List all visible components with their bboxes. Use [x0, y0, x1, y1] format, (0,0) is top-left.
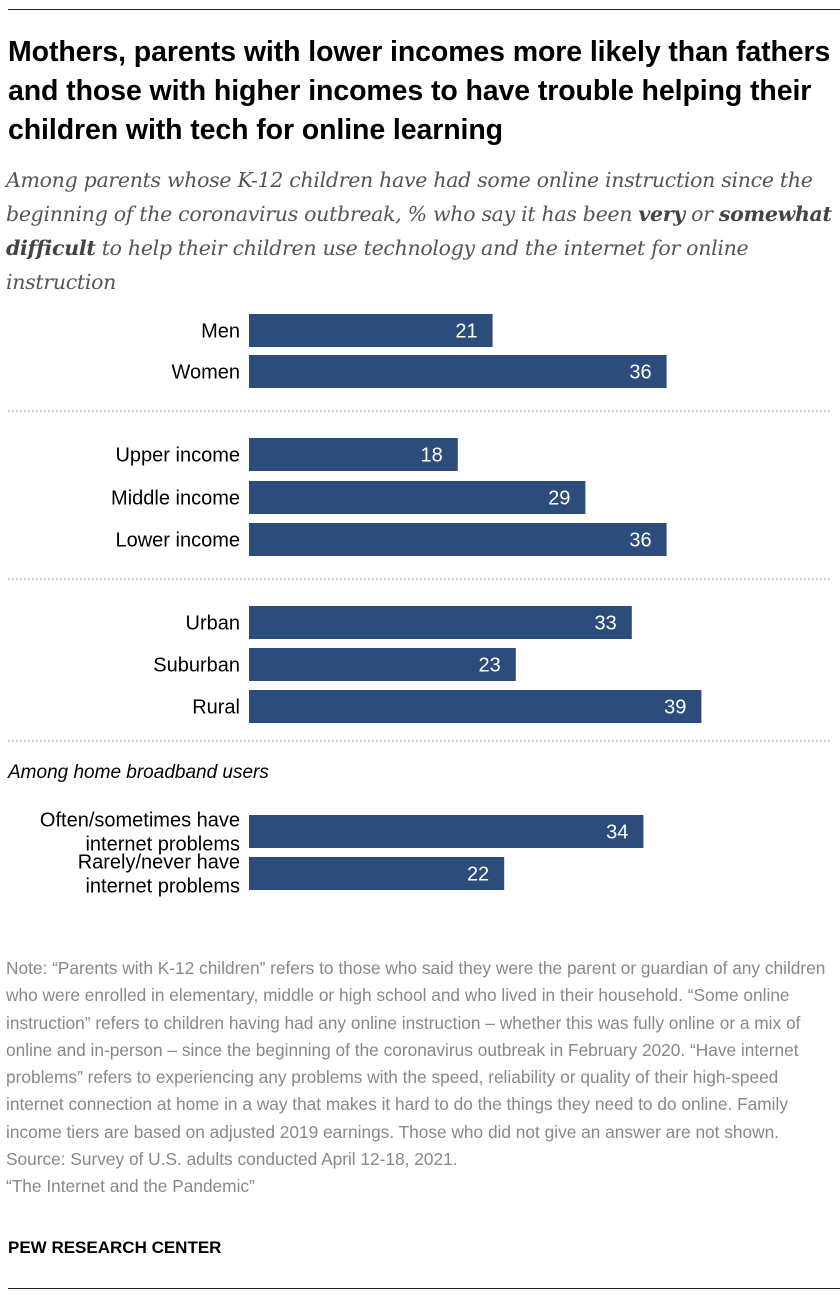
- subtitle-text: Among parents whose K-12 children have h…: [6, 168, 813, 226]
- bar: [249, 481, 586, 514]
- category-label: Rarely/never have: [78, 852, 240, 874]
- category-label: Lower income: [115, 530, 240, 552]
- top-rule: [8, 9, 840, 10]
- chart-subtitle: Among parents whose K-12 children have h…: [6, 163, 836, 299]
- bar-value-label: 36: [629, 362, 651, 384]
- bar: [249, 438, 458, 471]
- bar-value-label: 18: [421, 445, 443, 467]
- bar: [249, 314, 493, 347]
- bar: [249, 857, 505, 890]
- category-label: Rural: [192, 697, 240, 719]
- bar-value-label: 21: [455, 321, 477, 343]
- category-label: internet problems: [85, 834, 240, 856]
- group-label-broadband: Among home broadband users: [8, 762, 269, 783]
- bar-chart: 21 Men 36 Women 18 Upper income 29 Middle incom…: [8, 314, 830, 898]
- category-label: Men: [201, 321, 240, 343]
- category-label: Upper income: [115, 445, 240, 467]
- bar: [249, 690, 702, 723]
- chart-note: Note: “Parents with K-12 children” refer…: [6, 955, 836, 1201]
- bar-value-label: 23: [479, 655, 501, 677]
- source-text: Source: Survey of U.S. adults conducted …: [6, 1149, 458, 1170]
- category-label: Middle income: [111, 488, 240, 510]
- category-label: Often/sometimes have: [40, 810, 240, 832]
- subtitle-text-end: to help their children use technology an…: [6, 236, 749, 294]
- bar: [249, 523, 667, 556]
- subtitle-emphasis-very: very: [638, 202, 685, 226]
- subtitle-emphasis-somewhat-difficult: somewhat difficult: [6, 202, 832, 260]
- bar: [249, 355, 667, 388]
- subtitle-text-or: or: [684, 202, 719, 226]
- bar: [249, 815, 644, 848]
- bottom-rule: [8, 1288, 840, 1289]
- bar-value-label: 36: [629, 530, 651, 552]
- category-label: Urban: [186, 613, 240, 635]
- category-label: Women: [171, 362, 240, 384]
- report-title: “The Internet and the Pandemic”: [6, 1176, 255, 1197]
- category-label: Suburban: [153, 655, 240, 677]
- note-text: Note: “Parents with K-12 children” refer…: [6, 958, 826, 1142]
- bar-value-label: 29: [548, 488, 570, 510]
- bar-value-label: 33: [595, 613, 617, 635]
- bar: [249, 648, 516, 681]
- bar-value-label: 34: [606, 822, 628, 844]
- brand-logo-text: PEW RESEARCH CENTER: [8, 1238, 222, 1257]
- bar-value-label: 22: [467, 864, 489, 886]
- bar-value-label: 39: [664, 697, 686, 719]
- category-label: internet problems: [85, 876, 240, 898]
- bar: [249, 606, 632, 639]
- chart-title: Mothers, parents with lower incomes more…: [8, 36, 831, 146]
